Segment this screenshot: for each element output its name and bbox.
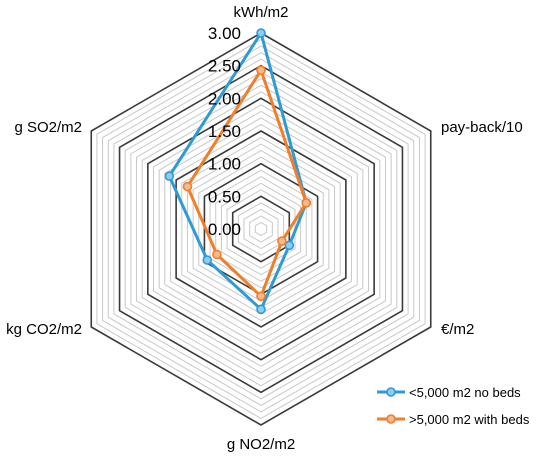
grid-ring-minor bbox=[220, 182, 302, 276]
axis-label-3: g NO2/m2 bbox=[227, 436, 295, 453]
grid-ring-minor bbox=[124, 71, 398, 387]
grid-ring-minor bbox=[243, 208, 279, 250]
grid-ring-minor bbox=[237, 202, 285, 256]
grid-ring-minor bbox=[113, 58, 409, 400]
grid-ring-minor bbox=[254, 221, 268, 237]
legend-marker-1 bbox=[386, 414, 396, 424]
grid-ring-major bbox=[147, 97, 375, 361]
axis-label-1: pay-back/10 bbox=[441, 119, 523, 136]
grid-ring-minor bbox=[226, 189, 296, 269]
grid-ring-minor bbox=[136, 84, 386, 374]
series-0-point-4 bbox=[202, 255, 213, 265]
grid-ring-minor bbox=[181, 136, 341, 322]
tick-labels: 0.00 0.50 1.00 1.50 2.00 2.50 3.00 bbox=[208, 24, 241, 239]
axis-label-4: kg CO2/m2 bbox=[6, 321, 82, 338]
axis-label-2: €/m2 bbox=[441, 321, 474, 338]
grid-ring-minor bbox=[249, 215, 273, 243]
grid-ring-minor bbox=[96, 38, 426, 420]
series-1-point-4 bbox=[212, 249, 222, 260]
series-0-point-0 bbox=[256, 28, 266, 38]
axis-labels: kWh/m2 pay-back/10 €/m2 g NO2/m2 kg CO2/m2 g … bbox=[6, 4, 523, 453]
series-1-point-0 bbox=[256, 65, 266, 76]
grid-ring-major bbox=[90, 32, 432, 426]
grid-ring-minor bbox=[209, 169, 313, 289]
series-1-point-5 bbox=[182, 181, 193, 192]
tick-label-6: 3.00 bbox=[208, 24, 241, 43]
grid-ring-minor bbox=[169, 123, 353, 335]
tick-label-1: 0.50 bbox=[208, 187, 241, 206]
legend-label-1: >5,000 m2 with beds bbox=[409, 412, 530, 427]
grid-ring-minor bbox=[102, 45, 420, 413]
series-0-point-5 bbox=[164, 171, 175, 181]
grid-ring-major bbox=[118, 64, 404, 394]
legend: <5,000 m2 no beds >5,000 m2 with beds bbox=[377, 385, 530, 427]
tick-label-3: 1.50 bbox=[208, 122, 241, 141]
grid-ring-minor bbox=[107, 52, 415, 406]
grid-ring-minor bbox=[130, 78, 392, 380]
series-layer bbox=[164, 28, 312, 315]
radar-grid bbox=[90, 32, 432, 426]
grid-ring-major bbox=[175, 130, 347, 328]
series-1-point-2 bbox=[277, 236, 287, 246]
tick-label-5: 2.50 bbox=[208, 57, 241, 76]
tick-label-0: 0.00 bbox=[208, 220, 241, 239]
grid-ring-major bbox=[231, 195, 291, 263]
legend-marker-0 bbox=[386, 387, 396, 397]
axis-label-0: kWh/m2 bbox=[233, 4, 288, 21]
tick-label-4: 2.00 bbox=[208, 89, 241, 108]
axis-label-5: g SO2/m2 bbox=[14, 119, 82, 136]
grid-ring-minor bbox=[158, 110, 364, 348]
series-0-point-2 bbox=[284, 240, 295, 251]
series-0-point-3 bbox=[256, 304, 266, 315]
series-1-point-1 bbox=[301, 198, 312, 208]
legend-label-0: <5,000 m2 no beds bbox=[409, 385, 521, 400]
grid-ring-minor bbox=[164, 117, 358, 341]
grid-ring-minor bbox=[152, 104, 370, 354]
grid-ring-minor bbox=[141, 91, 381, 367]
tick-label-2: 1.00 bbox=[208, 155, 241, 174]
series-1-point-3 bbox=[256, 291, 266, 302]
